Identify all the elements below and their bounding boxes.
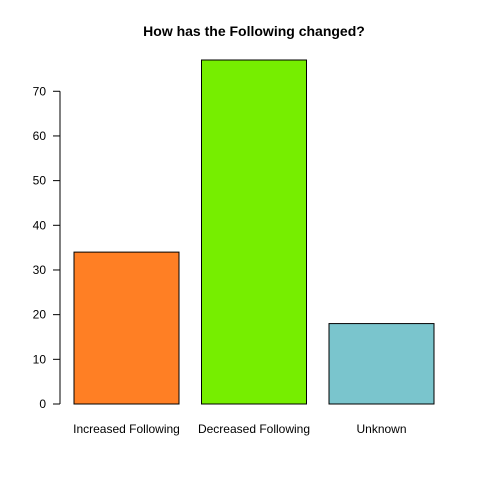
y-tick-label: 20 [33,308,47,322]
x-category-label: Increased Following [73,422,180,436]
y-axis: 0 10 20 30 40 50 60 70 [33,84,61,411]
y-tick-label: 60 [33,129,47,143]
y-tick-label: 10 [33,352,47,366]
x-category-label: Decreased Following [198,422,310,436]
bar-decreased-following [201,59,307,405]
y-tick-label: 40 [33,218,47,232]
y-tick-label: 50 [33,174,47,188]
x-axis-labels: Increased Following Decreased Following Un… [73,422,406,436]
y-tick-label: 0 [39,397,46,411]
y-tick-label: 70 [33,84,47,98]
bar-increased-following [73,251,180,405]
bar-unknown [328,323,435,405]
x-category-label: Unknown [356,422,406,436]
bars-group [73,59,435,405]
y-tick-label: 30 [33,263,47,277]
chart-title: How has the Following changed? [143,23,365,39]
